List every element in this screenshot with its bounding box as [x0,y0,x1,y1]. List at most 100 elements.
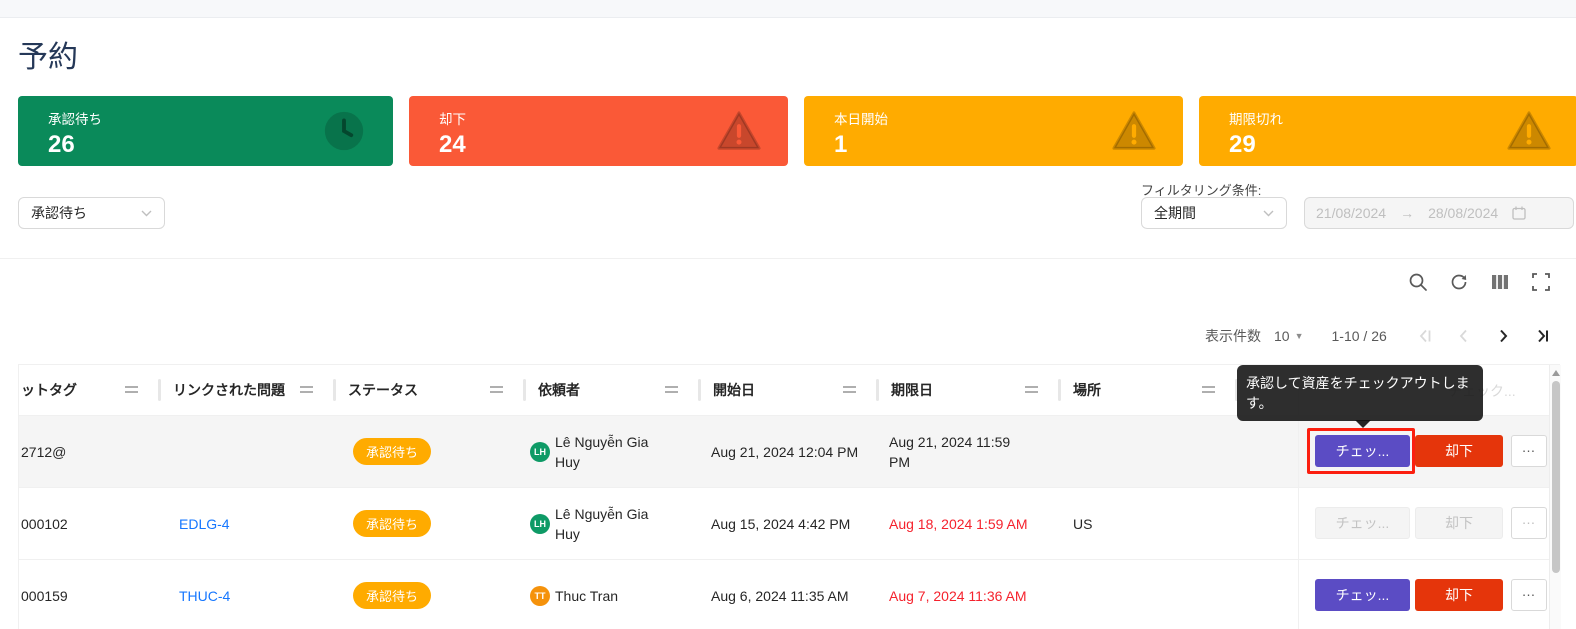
search-button[interactable] [1408,272,1428,292]
cell-location [1061,416,1238,487]
pagination-range: 1-10 / 26 [1331,328,1387,344]
page-size-label: 表示件数 [1205,328,1261,344]
card-label: 承認待ち [48,112,102,127]
vertical-scrollbar[interactable] [1549,365,1561,629]
column-resize-handle[interactable] [698,379,701,401]
actions-row: チェッ... 却下 … [1299,487,1547,559]
top-bar [0,0,1576,18]
cell-extra [1238,560,1298,629]
column-resize-handle[interactable] [158,379,161,401]
checkout-button[interactable]: チェッ... [1315,579,1410,611]
period-filter-select[interactable]: 全期間 [1141,197,1287,229]
first-page-icon [1419,329,1431,343]
actions-column: チェック... チェッ... 却下 … チェッ... 却下 … チェッ... 却… [1298,365,1547,629]
warning-icon [1507,111,1551,150]
column-menu-icon[interactable] [489,384,504,395]
card-value: 26 [48,131,75,158]
column-label: リンクされた問題 [173,382,285,398]
cell-start-date: Aug 15, 2024 4:42 PM [711,515,851,532]
column-menu-icon[interactable] [299,384,314,395]
fullscreen-button[interactable] [1531,272,1551,292]
column-header-due-date[interactable]: 期限日 [879,365,1061,415]
range-arrow-icon: → [1400,205,1415,221]
page-size-select[interactable]: 10 ▼ [1274,328,1304,344]
ellipsis-icon: … [1521,511,1537,527]
column-resize-handle[interactable] [333,379,336,401]
column-header-status[interactable]: ステータス [336,365,526,415]
date-range-picker[interactable]: 21/08/2024 → 28/08/2024 [1304,197,1574,229]
table-row[interactable]: 000159 THUC-4 承認待ち TT Thuc Tran Aug 6, 2… [19,559,1560,629]
columns-button[interactable] [1490,272,1510,292]
column-header-requester[interactable]: 依頼者 [526,365,701,415]
date-to: 28/08/2024 [1428,205,1499,221]
card-expired[interactable]: 期限切れ 29 [1199,96,1576,166]
first-page-button[interactable] [1417,328,1433,344]
last-page-icon [1538,329,1548,343]
linked-issue-link[interactable]: THUC-4 [179,587,231,604]
card-starting-today[interactable]: 本日開始 1 [804,96,1183,166]
avatar: LH [530,441,550,462]
card-label: 期限切れ [1229,112,1283,127]
column-resize-handle[interactable] [523,379,526,401]
column-resize-handle[interactable] [876,379,879,401]
cell-location [1061,560,1238,629]
card-value: 1 [834,131,848,158]
column-resize-handle[interactable] [1235,379,1238,401]
chevron-down-icon [1263,210,1274,216]
chevron-left-icon [1459,329,1467,343]
column-label: ットタグ [21,382,77,398]
card-pending-approval[interactable]: 承認待ち 26 [18,96,393,166]
ellipsis-icon: … [1521,439,1537,455]
column-header-asset-tag[interactable]: ットタグ [19,365,161,415]
card-label: 却下 [439,112,466,127]
cell-status: 承認待ち [336,416,526,487]
avatar: LH [530,513,550,534]
chevron-down-icon [141,210,152,216]
calendar-icon [1512,206,1526,220]
requester-name: Lê Nguyễn Gia Huy [555,505,649,542]
column-menu-icon[interactable] [1201,384,1216,395]
columns-icon [1492,275,1508,289]
next-page-button[interactable] [1495,328,1511,344]
more-actions-button[interactable]: … [1511,507,1547,539]
column-header-location[interactable]: 場所 [1061,365,1238,415]
reject-button[interactable]: 却下 [1415,435,1503,467]
column-header-linked-issue[interactable]: リンクされた問題 [161,365,336,415]
status-badge: 承認待ち [353,438,432,465]
actions-row: チェッ... 却下 … [1299,415,1547,487]
column-label: ステータス [348,382,418,398]
scrollbar-thumb[interactable] [1552,381,1560,573]
status-filter-select[interactable]: 承認待ち [18,197,165,229]
reservations-table: ットタグ リンクされた問題 ステータス [18,364,1561,629]
refresh-button[interactable] [1449,272,1469,292]
column-menu-icon[interactable] [664,384,679,395]
prev-page-button[interactable] [1456,328,1472,344]
reject-button[interactable]: 却下 [1415,579,1503,611]
card-rejected[interactable]: 却下 24 [409,96,788,166]
column-resize-handle[interactable] [1058,379,1061,401]
checkout-button[interactable]: チェッ... [1315,435,1410,467]
last-page-button[interactable] [1534,328,1550,344]
scroll-up-arrow-icon[interactable] [1552,370,1560,376]
cell-due-date: Aug 7, 2024 11:36 AM [889,587,1027,604]
more-actions-button[interactable]: … [1511,579,1547,611]
column-header-start-date[interactable]: 開始日 [701,365,879,415]
column-menu-icon[interactable] [1024,384,1039,395]
table-row[interactable]: 000102 EDLG-4 承認待ち LH Lê Nguyễn Gia Huy … [19,487,1560,559]
column-label: 依頼者 [538,382,580,398]
linked-issue-link[interactable]: EDLG-4 [179,515,230,532]
column-label: 開始日 [713,382,755,398]
table-toolbar [1408,272,1551,292]
page-size-value: 10 [1274,328,1290,344]
cell-start-date: Aug 6, 2024 11:35 AM [711,587,849,604]
clock-icon [324,111,364,151]
more-actions-button[interactable]: … [1511,435,1547,467]
filter-conditions-label: フィルタリング条件: [1141,183,1262,198]
column-menu-icon[interactable] [124,384,139,395]
card-value: 29 [1229,131,1256,158]
reject-button-disabled: 却下 [1415,507,1503,539]
warning-icon [1112,111,1156,150]
fullscreen-icon [1532,273,1550,291]
column-menu-icon[interactable] [842,384,857,395]
